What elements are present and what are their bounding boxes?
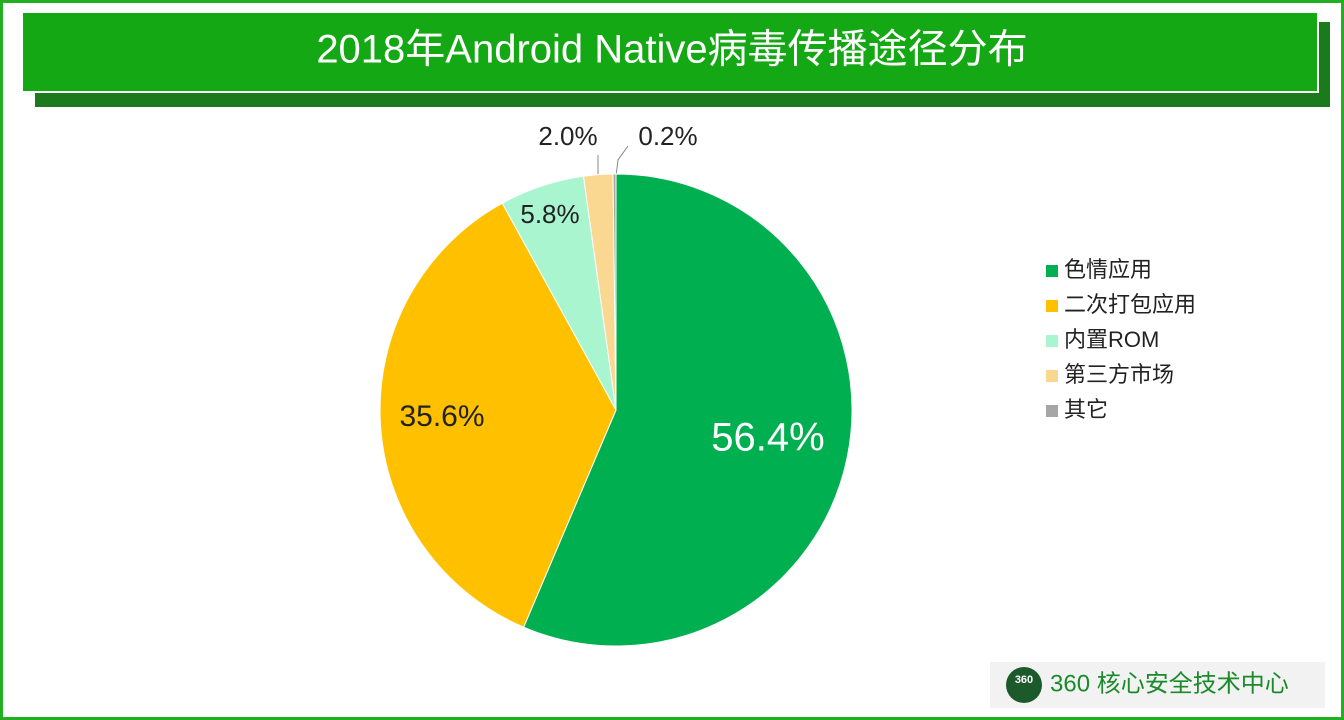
pie-slice: [612, 173, 617, 411]
pie-slice: [379, 202, 617, 628]
legend-swatch: [1046, 405, 1058, 417]
watermark-logo-text: 360: [1015, 674, 1033, 686]
legend-label: 内置ROM: [1064, 327, 1159, 352]
watermark-box: [990, 662, 1325, 708]
data-label: 56.4%: [711, 416, 824, 460]
legend-swatch: [1046, 265, 1058, 277]
data-label: 5.8%: [520, 199, 579, 229]
watermark-text: 360 核心安全技术中心: [1050, 670, 1289, 697]
legend-swatch: [1046, 335, 1058, 347]
chart-title: 2018年Android Native病毒传播途径分布: [316, 28, 1027, 72]
watermark-logo: [1006, 667, 1042, 703]
legend-swatch: [1046, 300, 1058, 312]
leader-line: [615, 145, 629, 177]
data-label: 0.2%: [638, 121, 697, 151]
pie-slice: [522, 173, 853, 647]
legend-label: 其它: [1064, 397, 1108, 422]
legend-label: 二次打包应用: [1064, 292, 1196, 317]
legend-label: 第三方市场: [1064, 362, 1174, 387]
legend-label: 色情应用: [1064, 257, 1152, 282]
data-label: 35.6%: [399, 400, 484, 433]
legend-swatch: [1046, 370, 1058, 382]
title-banner: [21, 11, 1319, 93]
data-label: 2.0%: [538, 121, 597, 151]
